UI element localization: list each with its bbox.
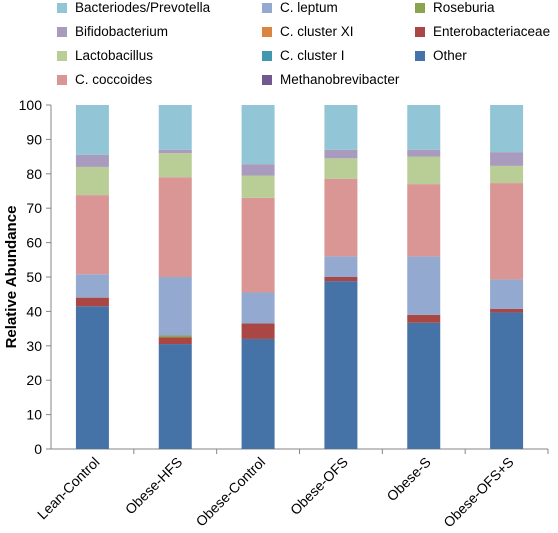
bar-segment: [407, 149, 441, 157]
bar-segment: [407, 314, 441, 323]
legend-swatch: [415, 2, 425, 13]
y-tick-label: 70: [26, 200, 42, 216]
bar-segment: [158, 344, 192, 449]
bar-segment: [75, 105, 109, 155]
bar-segment: [490, 165, 524, 184]
bar-segment: [241, 292, 275, 324]
legend-label: Methanobrevibacter: [280, 72, 400, 87]
legend-swatch: [415, 26, 425, 37]
bar-segment: [158, 277, 192, 336]
legend-swatch: [57, 26, 67, 37]
legend-label: C. cluster I: [280, 48, 345, 63]
legend-swatch: [57, 74, 67, 85]
bar-segment: [158, 153, 192, 178]
bar-segment: [407, 156, 441, 185]
bar-segment: [158, 335, 192, 338]
bar-segment: [324, 256, 358, 277]
legend-item: Roseburia: [415, 0, 495, 15]
chart-legend: Bacteriodes/Prevotella C. leptum Roseburia…: [0, 0, 558, 95]
y-tick-label: 90: [26, 131, 42, 147]
legend-label: Roseburia: [433, 0, 495, 15]
y-tick-label: 60: [26, 235, 42, 251]
legend-swatch: [57, 2, 67, 13]
bar-segment: [75, 274, 109, 298]
bar-segment: [158, 177, 192, 277]
legend-swatch: [262, 74, 272, 85]
bar-segment: [324, 158, 358, 179]
legend-label: Other: [433, 48, 467, 63]
bar-segment: [75, 306, 109, 449]
bar-segment: [324, 149, 358, 159]
bar-segment: [407, 184, 441, 257]
y-tick-label: 40: [26, 303, 42, 319]
legend-label: C. leptum: [280, 0, 338, 15]
y-tick-label: 100: [19, 97, 43, 113]
x-tick-label: Obese-Control: [193, 454, 269, 530]
bar-segment: [241, 197, 275, 293]
y-tick-label: 50: [26, 269, 42, 285]
legend-swatch: [262, 26, 272, 37]
bar-segment: [324, 281, 358, 449]
bar-segment: [490, 308, 524, 313]
legend-item: C. cluster XI: [262, 24, 354, 39]
legend-item: Lactobacillus: [57, 48, 153, 63]
x-tick-label: Obese-HFS: [122, 454, 186, 518]
x-tick-label: Lean-Control: [34, 454, 103, 523]
legend-label: C. coccoides: [75, 72, 153, 87]
bar-segment: [324, 178, 358, 257]
legend-label: C. cluster XI: [280, 24, 354, 39]
bar-segment: [490, 312, 524, 449]
legend-item: Bacteriodes/Prevotella: [57, 0, 210, 15]
bar-segment: [490, 183, 524, 280]
y-tick-label: 30: [26, 338, 42, 354]
y-tick-label: 80: [26, 166, 42, 182]
bar-segment: [158, 105, 192, 150]
bar-segment: [241, 323, 275, 339]
bar-segment: [490, 105, 524, 153]
bar-segment: [490, 152, 524, 166]
legend-item: Bifidobacterium: [57, 24, 168, 39]
bar-segment: [241, 338, 275, 449]
legend-swatch: [57, 50, 67, 61]
legend-swatch: [262, 2, 272, 13]
legend-swatch: [415, 50, 425, 61]
legend-item: Methanobrevibacter: [262, 72, 399, 87]
legend-label: Bacteriodes/Prevotella: [75, 0, 211, 15]
legend-item: Other: [415, 48, 467, 63]
legend-item: C. coccoides: [57, 72, 152, 87]
legend-label: Enterobacteriaceae: [433, 24, 551, 39]
y-axis-title: Relative Abundance: [3, 206, 20, 349]
bar-segment: [158, 149, 192, 154]
bar-segment: [75, 154, 109, 167]
bar-segment: [324, 105, 358, 150]
legend-label: Lactobacillus: [75, 48, 154, 63]
y-tick-label: 10: [26, 407, 42, 423]
bar-segment: [407, 322, 441, 449]
x-tick-label: Obese-OFS+S: [440, 454, 517, 531]
legend-label: Bifidobacterium: [75, 24, 169, 39]
bar-segment: [241, 175, 275, 198]
y-tick-label: 0: [34, 441, 42, 457]
legend-item: C. cluster I: [262, 48, 345, 63]
bar-segment: [241, 164, 275, 176]
bar-segment: [407, 105, 441, 150]
bar-segment: [75, 166, 109, 196]
legend-item: C. leptum: [262, 0, 338, 15]
x-tick-label: Obese-OFS: [287, 454, 351, 518]
y-tick-label: 20: [26, 372, 42, 388]
bar-segment: [75, 195, 109, 275]
bar-segment: [158, 337, 192, 345]
legend-item: Enterobacteriaceae: [415, 24, 550, 39]
bar-segment: [324, 277, 358, 282]
bar-segment: [241, 105, 275, 165]
bar-segment: [407, 256, 441, 315]
legend-swatch: [262, 50, 272, 61]
x-tick-label: Obese-S: [383, 454, 433, 504]
bar-segment: [490, 279, 524, 309]
bar-segment: [75, 297, 109, 307]
